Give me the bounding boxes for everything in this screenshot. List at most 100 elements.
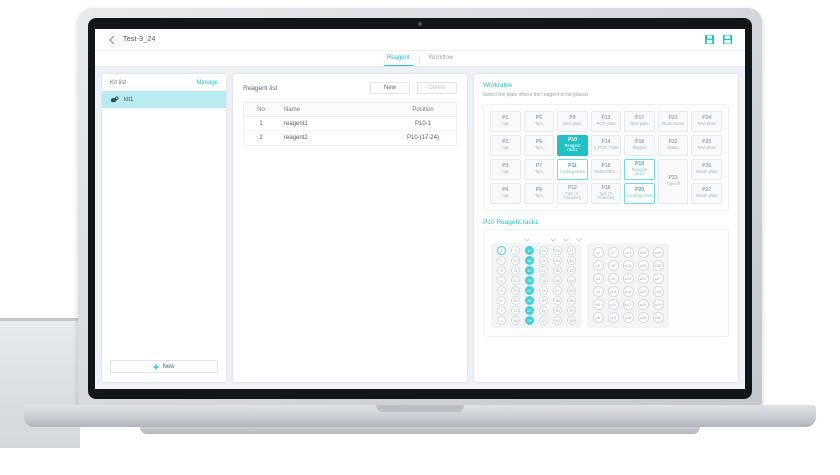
well-c15[interactable]: c15 bbox=[622, 273, 634, 284]
save-icon[interactable] bbox=[722, 34, 733, 45]
well-c4[interactable]: c4 bbox=[592, 286, 604, 297]
well-c28[interactable]: c28 bbox=[652, 286, 664, 297]
worktable-slot-p16[interactable]: P16 Tips (1-Channel) bbox=[590, 183, 622, 204]
worktable-slot-p25[interactable]: P25 New plate bbox=[691, 135, 722, 156]
well-2[interactable]: 2 bbox=[497, 256, 506, 265]
worktable-slot-p24[interactable]: P24 New plate bbox=[691, 111, 722, 132]
well-c1[interactable]: c1 bbox=[592, 247, 604, 258]
worktable-slot-p17[interactable]: P17 New plate bbox=[624, 111, 655, 132]
worktable-slot-p3[interactable]: P3 Tips bbox=[490, 159, 521, 180]
well-48[interactable]: 48 bbox=[567, 316, 576, 325]
well-19[interactable]: 19 bbox=[525, 266, 534, 275]
chevron-down-icon[interactable] bbox=[559, 238, 572, 242]
well-35[interactable]: 35 bbox=[553, 266, 562, 275]
well-c3[interactable]: c3 bbox=[592, 273, 604, 284]
worktable-slot-p9[interactable]: P9 New plate bbox=[557, 111, 588, 132]
well-c12[interactable]: c12 bbox=[607, 312, 619, 323]
well-33[interactable]: 33 bbox=[553, 246, 562, 255]
manage-link[interactable]: Manage bbox=[196, 80, 218, 86]
worktable-slot-p2[interactable]: P2 Tips bbox=[490, 135, 521, 156]
worktable-slot-p4[interactable]: P4 Tips bbox=[490, 183, 521, 204]
well-1[interactable]: 1 bbox=[497, 246, 506, 255]
well-c29[interactable]: c29 bbox=[652, 299, 664, 310]
kit-list-item[interactable]: kit1 bbox=[102, 91, 226, 108]
well-c2[interactable]: c2 bbox=[592, 260, 604, 271]
well-34[interactable]: 34 bbox=[553, 256, 562, 265]
well-c6[interactable]: c6 bbox=[592, 312, 604, 323]
worktable-slot-p20[interactable]: P20 Cooling block bbox=[624, 183, 655, 204]
well-c24[interactable]: c24 bbox=[637, 312, 649, 323]
chevron-down-icon[interactable] bbox=[546, 238, 559, 242]
well-c27[interactable]: c27 bbox=[652, 273, 664, 284]
tab-reagent[interactable]: Reagent bbox=[378, 51, 419, 66]
well-c7[interactable]: c7 bbox=[607, 247, 619, 258]
well-25[interactable]: 25 bbox=[539, 246, 548, 255]
well-c9[interactable]: c9 bbox=[607, 273, 619, 284]
worktable-slot-p26[interactable]: P26 Waste plate bbox=[691, 159, 722, 180]
well-45[interactable]: 45 bbox=[567, 286, 576, 295]
worktable-slot-p11[interactable]: P11 Cooling block bbox=[557, 159, 588, 180]
well-c21[interactable]: c21 bbox=[637, 273, 649, 284]
well-15[interactable]: 15 bbox=[511, 306, 520, 315]
worktable-slot-p27[interactable]: P27 Waste plate bbox=[691, 183, 722, 204]
well-42[interactable]: 42 bbox=[567, 256, 576, 265]
well-c19[interactable]: c19 bbox=[637, 247, 649, 258]
table-row[interactable]: 1 reagent1 P10-1 bbox=[244, 117, 456, 131]
well-24[interactable]: 24 bbox=[525, 316, 534, 325]
well-10[interactable]: 10 bbox=[511, 256, 520, 265]
well-7[interactable]: 7 bbox=[497, 306, 506, 315]
well-41[interactable]: 41 bbox=[567, 246, 576, 255]
well-47[interactable]: 47 bbox=[567, 306, 576, 315]
well-c30[interactable]: c30 bbox=[652, 312, 664, 323]
well-12[interactable]: 12 bbox=[511, 276, 520, 285]
well-22[interactable]: 22 bbox=[525, 296, 534, 305]
tab-workflow[interactable]: Workflow bbox=[428, 55, 454, 61]
worktable-slot-p7[interactable]: P7 Tips bbox=[523, 159, 555, 180]
worktable-slot-p22[interactable]: P22 Waste bbox=[657, 135, 689, 156]
well-40[interactable]: 40 bbox=[553, 316, 562, 325]
save-as-icon[interactable] bbox=[704, 34, 715, 45]
well-39[interactable]: 39 bbox=[553, 306, 562, 315]
new-kit-button[interactable]: New bbox=[110, 360, 218, 373]
well-4[interactable]: 4 bbox=[497, 276, 506, 285]
chevron-down-icon[interactable] bbox=[572, 238, 585, 242]
well-31[interactable]: 31 bbox=[539, 306, 548, 315]
worktable-slot-p23[interactable]: P23 Tips off bbox=[657, 159, 689, 204]
worktable-slot-p14[interactable]: P14 8_PCR_Tube bbox=[590, 135, 622, 156]
well-c26[interactable]: c26 bbox=[652, 260, 664, 271]
worktable-slot-p19[interactable]: P19 Reagent rack2 bbox=[624, 159, 655, 180]
worktable-slot-p21[interactable]: P21 Fluorometer bbox=[657, 111, 689, 132]
well-c23[interactable]: c23 bbox=[637, 299, 649, 310]
well-c14[interactable]: c14 bbox=[622, 260, 634, 271]
table-row[interactable]: 2 reagent2 P10-(17-24) bbox=[244, 131, 456, 145]
well-11[interactable]: 11 bbox=[511, 266, 520, 275]
well-c17[interactable]: c17 bbox=[622, 299, 634, 310]
well-36[interactable]: 36 bbox=[553, 276, 562, 285]
well-c10[interactable]: c10 bbox=[607, 286, 619, 297]
well-27[interactable]: 27 bbox=[539, 266, 548, 275]
well-c20[interactable]: c20 bbox=[637, 260, 649, 271]
well-43[interactable]: 43 bbox=[567, 266, 576, 275]
well-20[interactable]: 20 bbox=[525, 276, 534, 285]
well-8[interactable]: 8 bbox=[497, 316, 506, 325]
well-13[interactable]: 13 bbox=[511, 286, 520, 295]
well-16[interactable]: 16 bbox=[511, 316, 520, 325]
well-46[interactable]: 46 bbox=[567, 296, 576, 305]
chevron-down-icon[interactable] bbox=[520, 238, 533, 242]
chevron-left-icon[interactable] bbox=[107, 35, 117, 45]
new-reagent-button[interactable]: New bbox=[370, 82, 410, 94]
well-18[interactable]: 18 bbox=[525, 256, 534, 265]
well-14[interactable]: 14 bbox=[511, 296, 520, 305]
well-44[interactable]: 44 bbox=[567, 276, 576, 285]
well-c22[interactable]: c22 bbox=[637, 286, 649, 297]
well-32[interactable]: 32 bbox=[539, 316, 548, 325]
worktable-slot-p18[interactable]: P18 Magnet bbox=[624, 135, 655, 156]
well-17[interactable]: 17 bbox=[525, 246, 534, 255]
well-9[interactable]: 9 bbox=[511, 246, 520, 255]
well-38[interactable]: 38 bbox=[553, 296, 562, 305]
worktable-slot-p5[interactable]: P5 Tips bbox=[523, 111, 555, 132]
well-6[interactable]: 6 bbox=[497, 296, 506, 305]
well-c16[interactable]: c16 bbox=[622, 286, 634, 297]
well-c5[interactable]: c5 bbox=[592, 299, 604, 310]
worktable-slot-p1[interactable]: P1 Tips bbox=[490, 111, 521, 132]
